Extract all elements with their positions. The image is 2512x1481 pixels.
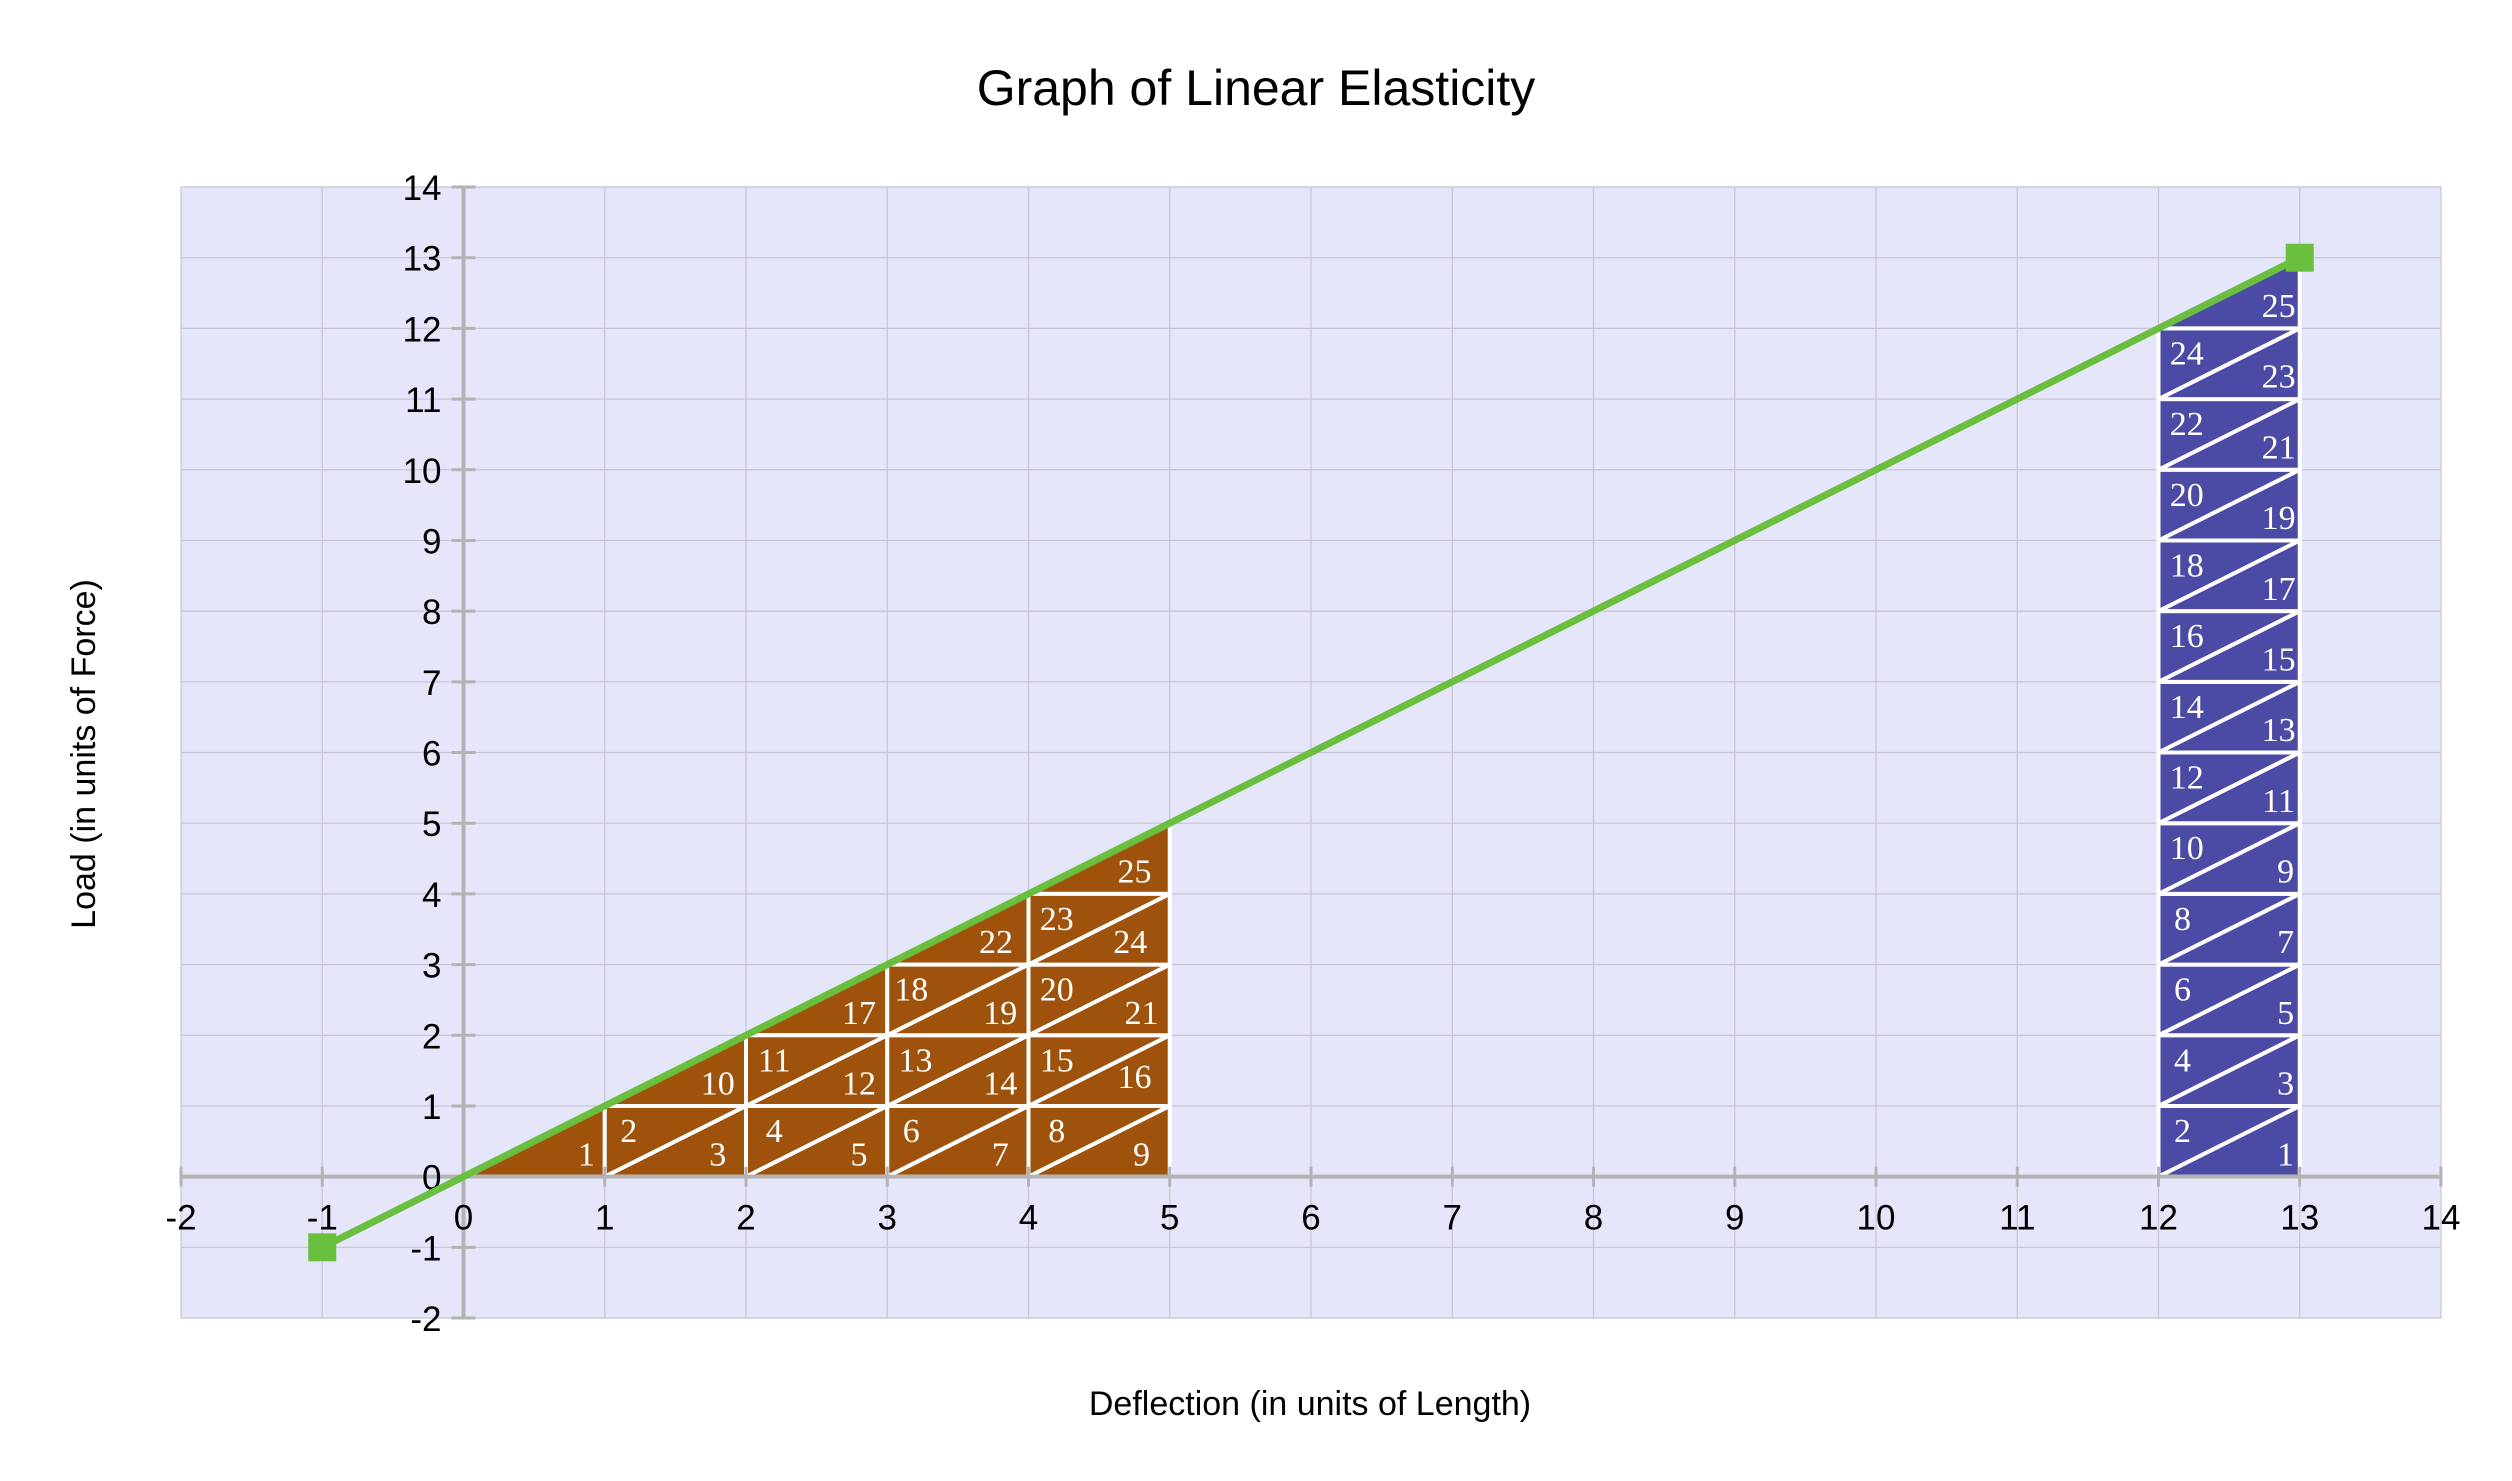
triangle-label: 14	[2170, 689, 2204, 726]
series-line	[320, 254, 2302, 1251]
triangle-label: 18	[894, 972, 928, 1009]
triangle-label: 19	[2262, 500, 2296, 537]
series-marker	[2285, 243, 2314, 272]
y-axis-title: Load (in units of Force)	[65, 579, 103, 929]
x-tick-label: 0	[454, 1199, 473, 1238]
series-marker	[308, 1233, 337, 1262]
triangle-label: 18	[2170, 547, 2204, 584]
triangle-label: 9	[1133, 1136, 1150, 1173]
triangle-label: 1	[2277, 1136, 2294, 1173]
triangle-label: 11	[2262, 783, 2295, 820]
x-tick-label: -1	[307, 1199, 338, 1238]
brown-triangle	[885, 962, 1031, 1038]
y-tick-label: 6	[422, 735, 441, 774]
triangle-label: 23	[2262, 359, 2296, 396]
triangle-label: 15	[2262, 641, 2296, 678]
triangle-label: 16	[2170, 618, 2204, 655]
brown-triangle	[1026, 891, 1172, 967]
y-tick-label: -1	[410, 1229, 441, 1268]
triangle-label: 8	[1048, 1113, 1065, 1150]
triangle-label: 24	[1113, 924, 1147, 961]
triangle-label: 22	[2170, 406, 2204, 443]
triangle-label: 20	[2170, 477, 2204, 514]
y-tick-label: 11	[405, 381, 441, 420]
triangle-label: 16	[1117, 1059, 1151, 1096]
x-tick-label: 14	[2422, 1199, 2461, 1238]
x-tick-label: 2	[736, 1199, 755, 1238]
y-tick-label: 8	[422, 593, 441, 632]
triangle-label: 1	[578, 1136, 595, 1173]
y-tick-label: 2	[422, 1017, 441, 1056]
chart-title: Graph of Linear Elasticity	[977, 60, 1536, 116]
triangle-label: 20	[1040, 972, 1074, 1009]
x-tick-label: 13	[2280, 1199, 2319, 1238]
triangle-label: 17	[842, 995, 876, 1032]
triangle-label: 17	[2262, 571, 2296, 608]
triangle-label: 25	[2262, 288, 2296, 325]
x-tick-label: 3	[878, 1199, 897, 1238]
brown-triangle	[744, 1033, 890, 1108]
triangle-label: 4	[2174, 1042, 2191, 1079]
triangle-label: 7	[2277, 924, 2294, 961]
x-tick-label: -2	[165, 1199, 196, 1238]
triangle-label: 6	[2174, 972, 2191, 1009]
triangle-label: 3	[709, 1136, 726, 1173]
triangle-label: 14	[983, 1066, 1017, 1103]
triangle-label: 6	[903, 1113, 920, 1150]
triangle-label: 12	[842, 1066, 876, 1103]
y-tick-label: 9	[422, 522, 441, 561]
x-tick-label: 7	[1443, 1199, 1462, 1238]
x-tick-label: 10	[1857, 1199, 1896, 1238]
triangle-label: 8	[2174, 901, 2191, 938]
x-tick-label: 5	[1160, 1199, 1179, 1238]
y-tick-label: 4	[422, 876, 441, 915]
x-tick-label: 6	[1301, 1199, 1320, 1238]
triangle-label: 7	[992, 1136, 1009, 1173]
triangle-label: 3	[2277, 1066, 2294, 1103]
y-tick-label: 1	[422, 1088, 441, 1127]
x-tick-label: 9	[1725, 1199, 1744, 1238]
y-tick-label: 12	[403, 310, 442, 349]
triangle-label: 9	[2277, 854, 2294, 891]
triangle-label: 5	[2277, 995, 2294, 1032]
triangle-label: 25	[1117, 854, 1151, 891]
y-tick-label: 14	[403, 169, 442, 208]
triangle-label: 23	[1040, 901, 1074, 938]
x-tick-label: 8	[1584, 1199, 1603, 1238]
y-tick-label: 10	[403, 452, 442, 491]
y-tick-label: 3	[422, 947, 441, 986]
y-tick-label: 5	[422, 805, 441, 844]
x-tick-label: 11	[1999, 1199, 2035, 1238]
triangle-label: 22	[979, 924, 1013, 961]
triangle-label: 5	[851, 1136, 868, 1173]
triangle-label: 10	[2170, 830, 2204, 867]
x-tick-label: 1	[595, 1199, 614, 1238]
triangle-label: 2	[620, 1113, 637, 1150]
brown-triangle	[602, 1103, 748, 1179]
x-axis-title: Deflection (in units of Length)	[1089, 1385, 1531, 1423]
y-tick-label: 13	[403, 240, 442, 279]
x-tick-label: 4	[1019, 1199, 1038, 1238]
triangle-label: 11	[758, 1042, 791, 1079]
triangle-label: 21	[1125, 995, 1159, 1032]
triangle-label: 21	[2262, 429, 2296, 466]
triangle-label: 19	[983, 995, 1017, 1032]
y-tick-label: 7	[422, 664, 441, 703]
triangle-label: 15	[1040, 1042, 1074, 1079]
y-tick-label: -2	[410, 1300, 441, 1339]
triangle-label: 24	[2170, 335, 2204, 372]
triangle-label: 12	[2170, 760, 2204, 797]
triangle-label: 4	[766, 1113, 783, 1150]
triangle-label: 13	[2262, 712, 2296, 749]
triangle-label: 10	[701, 1066, 735, 1103]
triangle-label: 2	[2174, 1113, 2191, 1150]
triangle-label: 13	[899, 1042, 933, 1079]
x-tick-label: 12	[2139, 1199, 2178, 1238]
